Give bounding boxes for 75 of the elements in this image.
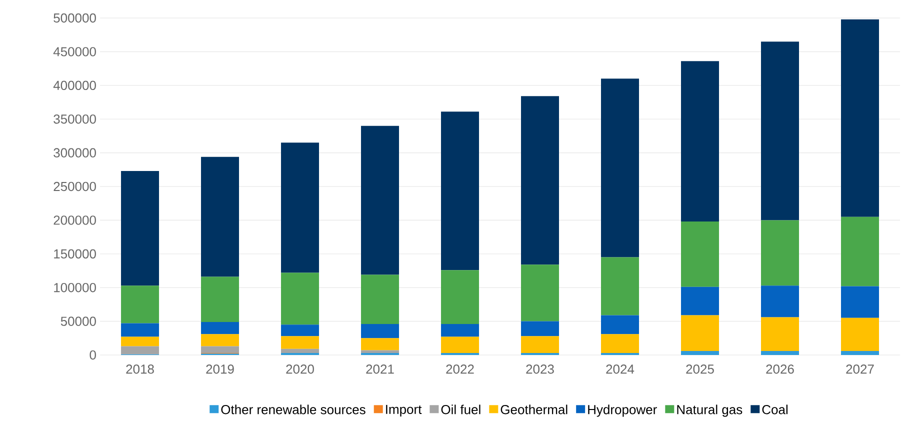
bar	[841, 318, 880, 351]
bar	[121, 346, 160, 354]
bar	[281, 324, 320, 336]
bar	[601, 315, 640, 334]
bar	[681, 350, 720, 355]
x-tick-label: 2019	[206, 364, 234, 374]
x-tick-label: 2022	[446, 364, 474, 374]
y-tick-label: 300000	[54, 148, 96, 158]
bar	[361, 126, 400, 275]
y-tick-label: 0	[90, 350, 96, 360]
bar	[841, 350, 880, 355]
bar	[681, 315, 720, 351]
bar	[201, 322, 240, 334]
y-tick-label: 500000	[54, 13, 96, 23]
bar	[761, 350, 800, 355]
bar	[201, 276, 240, 322]
bar	[281, 142, 320, 273]
x-tick-label: 2020	[286, 364, 314, 374]
x-tick-label: 2023	[526, 364, 554, 374]
x-tick-label: 2025	[686, 364, 714, 374]
bar	[441, 324, 480, 337]
y-tick-label: 50000	[60, 316, 96, 326]
x-tick-label: 2027	[846, 364, 874, 374]
legend-label: Oil fuel	[441, 404, 480, 414]
bar	[521, 264, 560, 322]
y-tick-label: 200000	[54, 216, 96, 225]
bar	[761, 317, 800, 351]
bar	[761, 220, 800, 286]
bar	[521, 96, 560, 265]
bar	[201, 334, 240, 346]
y-tick-label: 250000	[54, 182, 96, 192]
legend-label: Coal	[762, 404, 788, 414]
bar	[441, 112, 480, 270]
x-tick-label: 2024	[606, 364, 634, 374]
bar	[761, 286, 800, 318]
bar	[841, 19, 880, 217]
bar	[681, 61, 720, 222]
legend-label: Import	[386, 404, 422, 417]
y-tick-label: 450000	[53, 47, 96, 56]
x-tick-label: 2018	[126, 364, 154, 374]
bar	[201, 346, 240, 353]
bar	[601, 334, 640, 353]
bar	[681, 286, 720, 316]
legend-label: Geothermal	[500, 404, 568, 414]
bar	[281, 348, 320, 353]
bar	[521, 321, 560, 336]
bar	[841, 286, 880, 318]
bar	[681, 222, 720, 287]
bar	[761, 42, 800, 220]
bar	[121, 286, 160, 324]
legend-label: Other renewable sources	[221, 404, 366, 414]
bar	[361, 324, 400, 338]
bar	[281, 336, 320, 349]
bar	[601, 78, 640, 258]
x-tick-label: 2021	[366, 364, 394, 374]
bar	[841, 216, 880, 286]
bar	[441, 270, 480, 324]
bar	[121, 323, 160, 337]
bar	[441, 336, 480, 353]
bar	[201, 156, 240, 277]
bar	[601, 257, 640, 316]
bar	[281, 272, 320, 325]
bar	[361, 350, 400, 353]
bar	[521, 336, 560, 353]
x-tick-label: 2026	[766, 364, 794, 374]
legend-label: Natural gas	[677, 404, 742, 417]
y-tick-label: 100000	[54, 282, 96, 292]
bar	[361, 338, 400, 350]
bar	[361, 274, 400, 324]
bar	[121, 170, 160, 286]
bar	[121, 336, 160, 346]
y-tick-label: 400000	[53, 80, 96, 90]
y-tick-label: 350000	[54, 114, 96, 124]
legend-label: Hydropower	[588, 404, 657, 417]
y-tick-label: 150000	[54, 249, 96, 258]
